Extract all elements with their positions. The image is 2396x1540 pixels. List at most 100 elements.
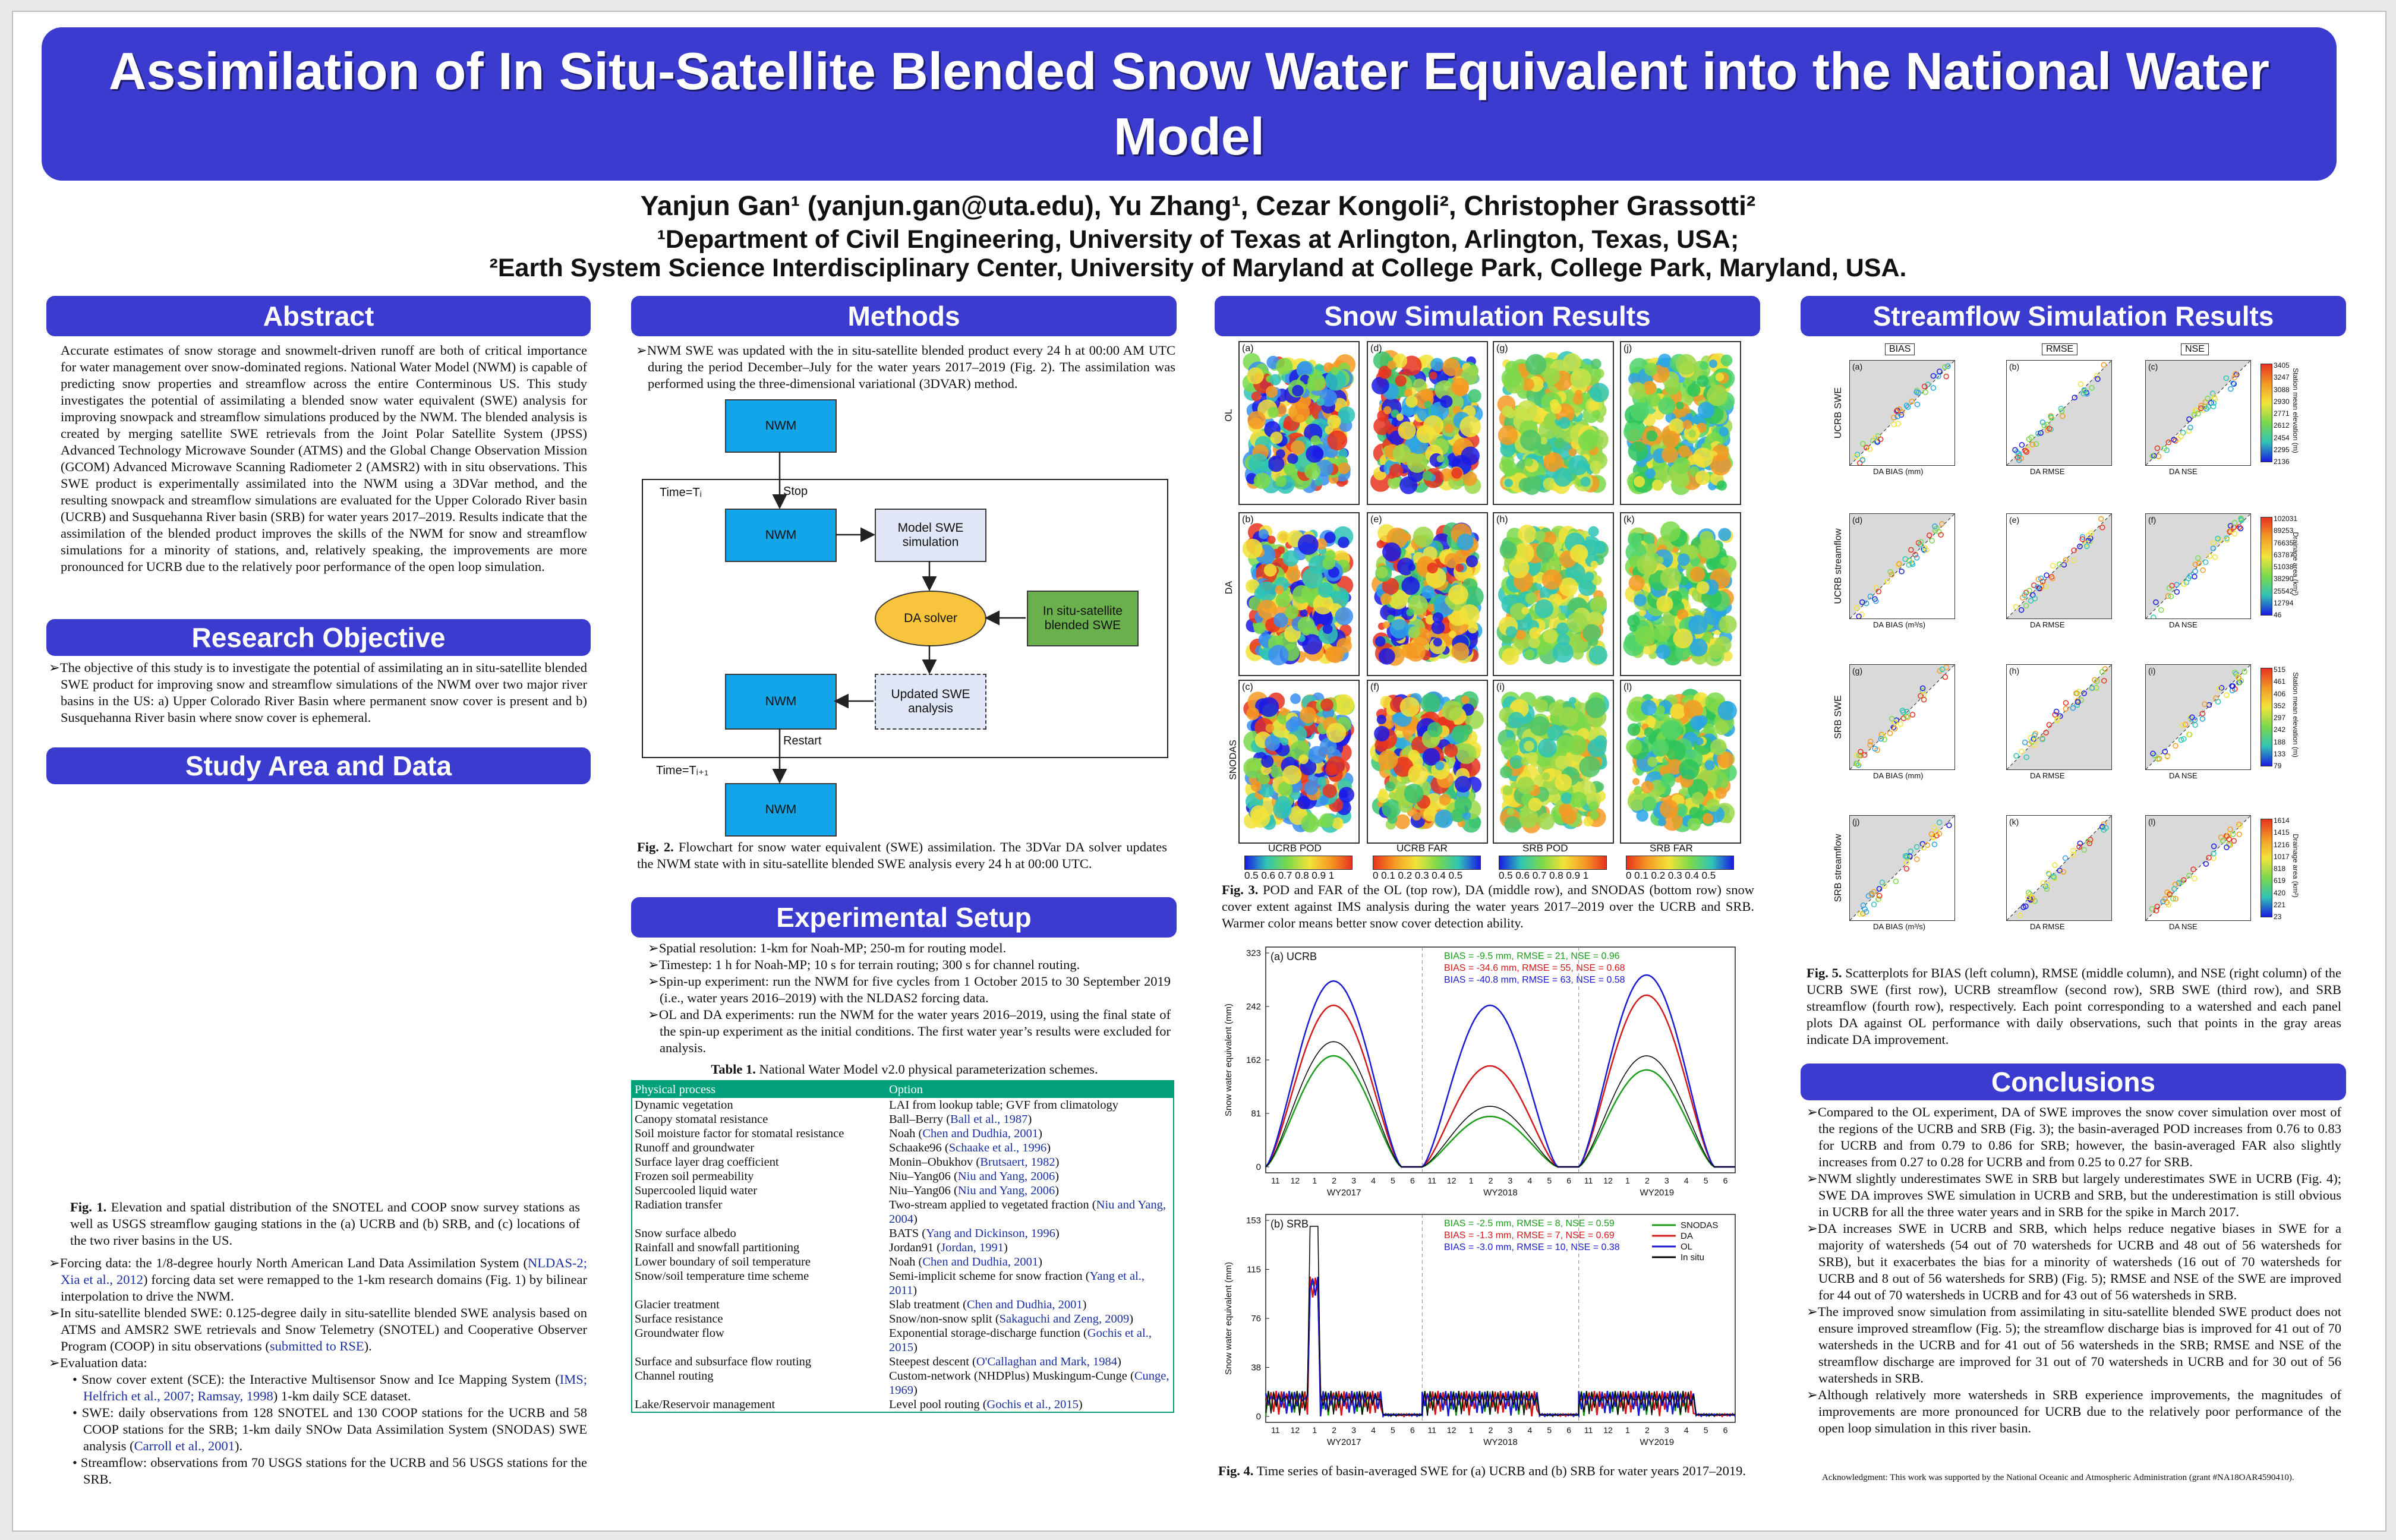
- fig5-xlabel: DA RMSE: [2030, 467, 2065, 476]
- section-header-snow: Snow Simulation Results: [1215, 296, 1760, 336]
- fig4-month-label: 2: [1489, 1176, 1493, 1185]
- flow-model-swe: Model SWE simulation: [875, 509, 986, 562]
- setup-bullet: Spatial resolution: 1-km for Noah-MP; 25…: [648, 940, 1171, 957]
- table-cell-process: Lower boundary of soil temperature: [635, 1255, 811, 1268]
- fig4-month-label: 2: [1645, 1425, 1650, 1435]
- table-cell-process: Surface resistance: [635, 1312, 723, 1326]
- fig5-colorbar-tick: 297: [2274, 714, 2286, 722]
- fig4-month-label: 5: [1704, 1176, 1708, 1185]
- fig5-xlabel: DA RMSE: [2030, 620, 2065, 629]
- citation: Chen and Dudhia, 2001: [922, 1127, 1039, 1140]
- fig5-xlabel: DA NSE: [2169, 922, 2198, 931]
- fig5-column-title: NSE: [2181, 343, 2209, 355]
- fig3-map-panel: (e): [1367, 512, 1488, 676]
- fig4-year-label: WY2019: [1640, 1188, 1675, 1198]
- fig5-colorbar-tick: 242: [2274, 725, 2286, 734]
- fig4-year-label: WY2018: [1483, 1188, 1518, 1198]
- fig5-colorbar-tick: 818: [2274, 864, 2286, 873]
- fig4-month-label: 5: [1704, 1425, 1708, 1435]
- table-cell-option: Ball–Berry (Ball et al., 1987): [889, 1113, 1032, 1126]
- fig5-colorbar-tick: 12794: [2274, 598, 2294, 607]
- fig3-row-snodas: SNODAS: [1228, 740, 1238, 780]
- conclusion-bullet: The improved snow simulation from assimi…: [1807, 1304, 2341, 1387]
- fig4-label: Fig. 4.: [1218, 1463, 1254, 1478]
- fig5-caption-text: Scatterplots for BIAS (left column), RMS…: [1807, 965, 2342, 1047]
- fig5-scatter-panel: (k): [2006, 815, 2112, 921]
- flow-nwm-bottom: NWM: [725, 783, 837, 837]
- citation: submitted to RSE: [269, 1339, 364, 1353]
- fig5-colorbar-tick: 420: [2274, 888, 2286, 897]
- fig4-month-label: 12: [1447, 1425, 1456, 1435]
- fig4-month-label: 4: [1684, 1425, 1689, 1435]
- fig5-scatter-panel: (j): [1849, 815, 1955, 921]
- fig4-stat-text: BIAS = -2.5 mm, RMSE = 8, NSE = 0.59: [1444, 1219, 1615, 1229]
- fig4-month-label: 5: [1547, 1425, 1552, 1435]
- fig5-colorbar-title: Station mean elevation (m): [2291, 368, 2300, 453]
- fig4-ytick-label: 0: [1256, 1412, 1261, 1422]
- fig4-ytick-label: 115: [1247, 1265, 1261, 1275]
- table-cell-process: Surface and subsurface flow routing: [635, 1355, 812, 1368]
- citation: NLDAS-2; Xia et al., 2012: [61, 1255, 587, 1287]
- table-row: Surface resistance Snow/non-snow split (S…: [632, 1312, 1174, 1326]
- fig5-scatter-panel: (e): [2006, 513, 2112, 619]
- fig4-month-label: 6: [1566, 1425, 1571, 1435]
- fig4-month-label: 6: [1410, 1176, 1415, 1185]
- fig5-colorbar-tick: 3405: [2274, 361, 2290, 370]
- fig4-month-label: 3: [1508, 1176, 1513, 1185]
- fig3-row-ol: OL: [1224, 409, 1234, 422]
- section-header-streamflow: Streamflow Simulation Results: [1801, 296, 2346, 336]
- fig5-colorbar-tick: 133: [2274, 749, 2286, 758]
- fig5-xlabel: DA BIAS (mm): [1873, 467, 1924, 476]
- fig5-scatter-panel: (f): [2145, 513, 2251, 621]
- affiliation-1: ¹Department of Civil Engineering, Univer…: [657, 225, 1739, 254]
- fig4-ytick-label: 38: [1251, 1363, 1261, 1373]
- flow-stop-label: Stop: [783, 485, 808, 498]
- table1-caption: Table 1. National Water Model v2.0 physi…: [643, 1061, 1166, 1078]
- setup-bullet-list: Spatial resolution: 1-km for Noah-MP; 25…: [648, 940, 1171, 1056]
- fig3-colorbar-ticks: 0.5 0.6 0.7 0.8 0.9 1: [1244, 870, 1335, 881]
- fig4-month-label: 6: [1723, 1176, 1728, 1185]
- citation: Gochis et al., 2015: [986, 1398, 1079, 1411]
- fig5-xlabel: DA RMSE: [2030, 922, 2065, 931]
- fig5-xlabel: DA BIAS (mm): [1873, 771, 1924, 780]
- fig5-panel-label: (h): [2009, 666, 2020, 676]
- fig5-colorbar-tick: 2612: [2274, 421, 2290, 430]
- citation: Ball et al., 1987: [950, 1113, 1028, 1126]
- table-cell-process: Glacier treatment: [635, 1298, 720, 1311]
- fig4-series-line: [1265, 1226, 1736, 1418]
- flow-insitu-blended-swe: In situ-satellite blended SWE: [1027, 591, 1139, 646]
- fig4-month-label: 2: [1332, 1425, 1336, 1435]
- fig4-month-label: 3: [1351, 1425, 1356, 1435]
- fig3-colorbar-title: SRB POD: [1522, 842, 1568, 854]
- fig5-colorbar-tick: 515: [2274, 665, 2286, 674]
- table-row: Runoff and groundwater Schaake96 (Schaake…: [632, 1141, 1174, 1155]
- citation: O'Callaghan and Mark, 1984: [976, 1355, 1117, 1368]
- table-cell-process: Rainfall and snowfall partitioning: [635, 1241, 800, 1254]
- table-cell-option: Snow/non-snow split (Sakaguchi and Zeng,…: [889, 1312, 1134, 1326]
- setup-bullet: Spin-up experiment: run the NWM for five…: [648, 973, 1171, 1006]
- citation: Carroll et al., 2001: [134, 1438, 235, 1453]
- fig3-map-panel: (g): [1493, 341, 1614, 505]
- flow-nwm-2: NWM: [725, 674, 837, 730]
- fig3-colorbar: [1626, 856, 1734, 870]
- fig1-caption: Fig. 1. Elevation and spatial distributi…: [70, 1199, 580, 1249]
- title-banner: Assimilation of In Situ-Satellite Blende…: [42, 27, 2337, 181]
- fig4-legend-label: In situ: [1681, 1252, 1704, 1263]
- table-cell-option: LAI from lookup table; GVF from climatol…: [889, 1099, 1119, 1112]
- fig4-month-label: 2: [1645, 1176, 1650, 1185]
- fig3-map-panel: (j): [1620, 341, 1741, 505]
- fig4-month-label: 6: [1723, 1425, 1728, 1435]
- fig5-panel-label: (e): [2009, 515, 2020, 525]
- fig5-xlabel: DA NSE: [2169, 771, 2198, 780]
- table-cell-process: Soil moisture factor for stomatal resist…: [635, 1127, 844, 1140]
- fig4-month-label: 4: [1371, 1425, 1376, 1435]
- fig3-map-panel: (a): [1238, 341, 1360, 505]
- poster-title: Assimilation of In Situ-Satellite Blende…: [108, 42, 2270, 166]
- fig5-colorbar-tick: 619: [2274, 876, 2286, 885]
- fig5-colorbar-tick: 221: [2274, 900, 2286, 909]
- fig4-stat-text: BIAS = -34.6 mm, RMSE = 55, NSE = 0.68: [1444, 963, 1625, 973]
- fig5-caption: Fig. 5. Scatterplots for BIAS (left colu…: [1807, 965, 2341, 1048]
- fig4-year-label: WY2017: [1327, 1437, 1361, 1447]
- author-line: Yanjun Gan¹ (yanjun.gan@uta.edu), Yu Zha…: [640, 190, 1756, 221]
- fig5-panel-label: (c): [2148, 362, 2158, 371]
